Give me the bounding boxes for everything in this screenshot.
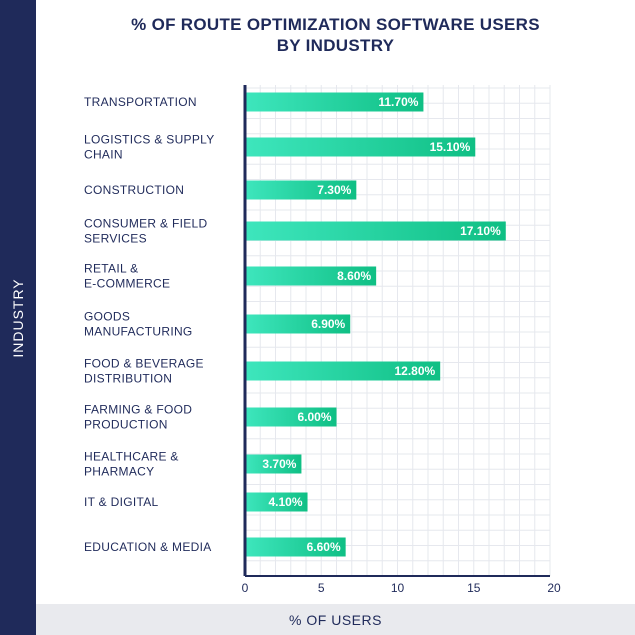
category-label-line: RETAIL &: [84, 262, 138, 276]
category-label-line: HEALTHCARE &: [84, 450, 179, 464]
bar-value-label: 6.00%: [297, 410, 331, 424]
category-label: RETAIL & E-COMMERCE: [84, 262, 170, 291]
bar: [245, 492, 308, 512]
x-tick-label: 20: [547, 581, 561, 595]
bar: [245, 407, 337, 427]
bar-value-label: 11.70%: [378, 95, 418, 109]
bar-value-label: 12.80%: [394, 364, 435, 378]
bar-value-label: 8.60%: [337, 269, 371, 283]
category-label: CONSUMER & FIELD SERVICES: [84, 217, 208, 246]
bar: [245, 266, 377, 286]
y-axis-sidebar: INDUSTRY: [0, 0, 36, 635]
bar-value-label: 3.70%: [262, 457, 296, 471]
category-label-line: CONSTRUCTION: [84, 183, 184, 197]
category-label-line: CHAIN: [84, 148, 123, 162]
x-tick-label: 10: [391, 581, 405, 595]
bar-value-label: 15.10%: [430, 140, 471, 154]
chart-title: % OF ROUTE OPTIMIZATION SOFTWARE USERS B…: [36, 14, 635, 56]
category-label: HEALTHCARE & PHARMACY: [84, 450, 179, 479]
chart-title-line-1: % OF ROUTE OPTIMIZATION SOFTWARE USERS: [131, 15, 540, 34]
category-label-line: DISTRIBUTION: [84, 372, 172, 386]
category-label-line: CONSUMER & FIELD: [84, 217, 208, 231]
bar-value-label: 17.10%: [460, 224, 501, 238]
bar: [245, 92, 424, 112]
category-label-line: GOODS: [84, 310, 130, 324]
category-label-line: FOOD & BEVERAGE: [84, 357, 204, 371]
bar-value-label: 4.10%: [268, 495, 302, 509]
bars: 11.70% 15.10% 7.30% 17.10% 8.60% 6.90% 12.80% 6…: [245, 92, 506, 557]
x-axis-label: % OF USERS: [289, 612, 382, 628]
category-label: FOOD & BEVERAGE DISTRIBUTION: [84, 357, 204, 386]
category-label: FARMING & FOOD PRODUCTION: [84, 403, 192, 432]
bar-value-label: 6.60%: [307, 540, 341, 554]
category-label-line: PHARMACY: [84, 465, 154, 479]
category-label: IT & DIGITAL: [84, 495, 159, 509]
bar: [245, 221, 506, 241]
x-tick-label: 5: [318, 581, 325, 595]
category-label: TRANSPORTATION: [84, 95, 197, 109]
category-label-line: PRODUCTION: [84, 418, 168, 432]
category-label-line: IT & DIGITAL: [84, 495, 159, 509]
x-axis-footer: % OF USERS: [36, 604, 635, 635]
category-label-line: MANUFACTURING: [84, 325, 193, 339]
x-tick-label: 0: [242, 581, 249, 595]
category-labels: TRANSPORTATION LOGISTICS & SUPPLY CHAIN CON…: [84, 95, 215, 554]
bar: [245, 361, 441, 381]
category-label-line: FARMING & FOOD: [84, 403, 192, 417]
category-label-line: EDUCATION & MEDIA: [84, 540, 212, 554]
category-label: CONSTRUCTION: [84, 183, 184, 197]
bar-value-label: 6.90%: [311, 317, 345, 331]
bar-value-label: 7.30%: [317, 183, 351, 197]
category-label-line: SERVICES: [84, 232, 147, 246]
category-label: GOODS MANUFACTURING: [84, 310, 193, 339]
category-label-line: TRANSPORTATION: [84, 95, 197, 109]
x-tick-label: 15: [467, 581, 481, 595]
bar: [245, 314, 351, 334]
category-label-line: LOGISTICS & SUPPLY: [84, 133, 215, 147]
bar: [245, 180, 357, 200]
bar: [245, 137, 476, 157]
chart-title-line-2: BY INDUSTRY: [276, 36, 395, 55]
axes: 0 5 10 15 20: [242, 85, 561, 595]
category-label: LOGISTICS & SUPPLY CHAIN: [84, 133, 215, 162]
category-label-line: E-COMMERCE: [84, 277, 170, 291]
category-label: EDUCATION & MEDIA: [84, 540, 212, 554]
bar: [245, 537, 346, 557]
bar: [245, 454, 302, 474]
